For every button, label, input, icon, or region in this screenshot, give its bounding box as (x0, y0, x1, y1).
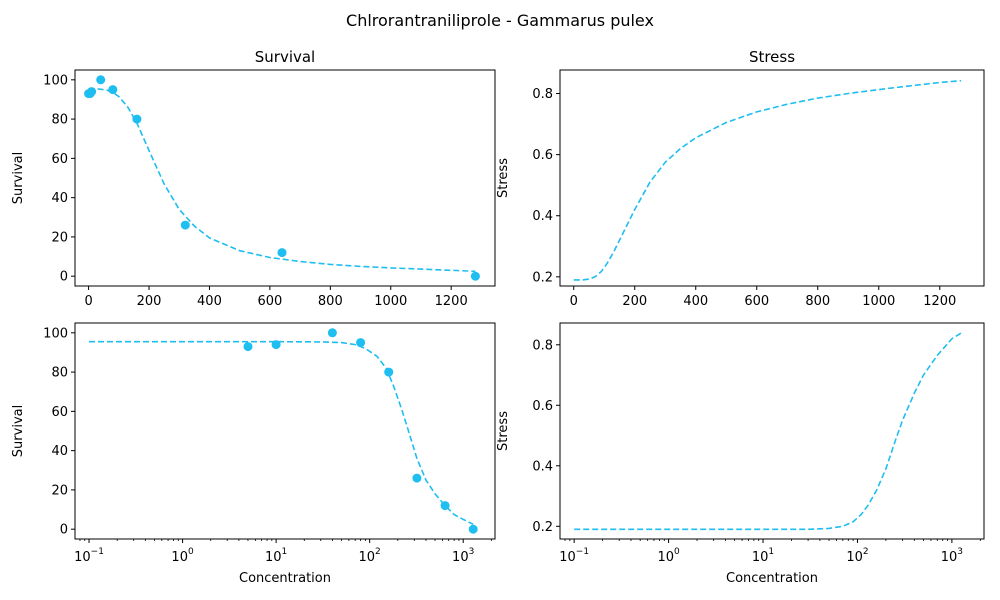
y-tick-label: 40 (51, 444, 68, 459)
data-point (87, 87, 97, 97)
y-axis-label: Stress (496, 411, 511, 451)
x-tick-label: 200 (137, 294, 162, 309)
data-point (243, 342, 253, 352)
y-tick-label: 80 (51, 366, 68, 381)
x-tick-exponent: 1 (768, 547, 774, 557)
y-tick-label: 0.6 (532, 399, 553, 414)
axes-frame (74, 69, 496, 287)
axes-frame (74, 322, 496, 540)
x-tick-label: 1200 (435, 294, 468, 309)
y-tick-label: 0.8 (532, 338, 553, 353)
x-tick-exponent: −1 (91, 547, 104, 557)
y-tick-label: 0.2 (532, 270, 553, 285)
y-tick-label: 0 (60, 270, 68, 285)
x-tick-label: 200 (622, 294, 647, 309)
x-tick-exponent: 0 (674, 547, 680, 557)
y-axis-label: Survival (11, 405, 26, 457)
data-point (470, 271, 480, 281)
x-tick-label: 10−1 (74, 547, 104, 565)
y-tick-label: 40 (51, 191, 68, 206)
y-axis-label: Survival (11, 152, 26, 204)
x-axis-label: Concentration (726, 571, 818, 586)
y-tick-label: 100 (43, 73, 68, 88)
x-tick-exponent: 3 (469, 547, 475, 557)
x-tick-exponent: 2 (375, 547, 381, 557)
data-point (468, 524, 478, 534)
fitted-curve (574, 332, 963, 531)
x-tick-label: 103 (941, 547, 963, 565)
x-tick-label: 1000 (374, 294, 407, 309)
x-tick-label: 10−1 (559, 547, 589, 565)
y-tick-label: 0.4 (532, 209, 553, 224)
data-point (356, 338, 366, 348)
data-point (277, 248, 287, 258)
fitted-curve (88, 87, 476, 273)
x-tick-label: 101 (265, 547, 287, 565)
x-tick-label: 1200 (923, 294, 956, 309)
x-tick-label: 103 (452, 547, 474, 565)
x-tick-exponent: 1 (282, 547, 288, 557)
subplot-title: Stress (749, 48, 795, 66)
y-tick-label: 60 (51, 152, 68, 167)
x-tick-label: 102 (359, 547, 381, 565)
x-tick-label: 100 (657, 547, 680, 565)
x-tick-label: 101 (752, 547, 774, 565)
y-axis-label: Stress (496, 158, 511, 198)
fitted-curve (573, 79, 962, 281)
x-tick-label: 400 (197, 294, 222, 309)
fitted-curve (89, 340, 474, 526)
x-tick-label: 600 (744, 294, 769, 309)
data-point (440, 501, 450, 511)
y-tick-label: 100 (43, 326, 68, 341)
x-tick-label: 0 (84, 294, 92, 309)
x-tick-label: 1000 (862, 294, 895, 309)
data-point (96, 75, 106, 85)
y-tick-label: 0.2 (532, 520, 553, 535)
data-point (180, 220, 190, 230)
x-tick-label: 400 (683, 294, 708, 309)
data-point (327, 328, 337, 338)
y-tick-label: 20 (51, 230, 68, 245)
y-tick-label: 20 (51, 483, 68, 498)
axes-frame (559, 69, 985, 287)
y-tick-label: 0.4 (532, 459, 553, 474)
x-tick-label: 100 (171, 547, 194, 565)
x-axis-label: Concentration (239, 571, 331, 586)
data-point (108, 85, 118, 95)
data-point (412, 473, 422, 483)
y-tick-label: 80 (51, 113, 68, 128)
x-tick-exponent: −1 (576, 547, 589, 557)
x-tick-exponent: 0 (188, 547, 194, 557)
x-tick-exponent: 3 (957, 547, 963, 557)
axes-frame (559, 322, 985, 540)
data-point (132, 114, 142, 124)
subplot-2: Stress Stress 0.2 0.4 0.6 0.8 0 200 400 600 800 100… (496, 48, 985, 309)
data-point (271, 340, 281, 350)
x-tick-label: 102 (846, 547, 868, 565)
y-tick-label: 0.6 (532, 148, 553, 163)
y-tick-label: 0 (60, 523, 68, 538)
subplot-title: Survival (255, 48, 315, 66)
figure-title: Chlrorantraniliprole - Gammarus pulex (346, 11, 654, 30)
x-tick-exponent: 2 (863, 547, 869, 557)
x-tick-label: 800 (805, 294, 830, 309)
x-tick-label: 0 (570, 294, 578, 309)
y-tick-label: 0.8 (532, 87, 553, 102)
y-tick-label: 60 (51, 405, 68, 420)
data-point (384, 367, 394, 377)
x-tick-label: 800 (318, 294, 343, 309)
x-tick-label: 600 (257, 294, 282, 309)
